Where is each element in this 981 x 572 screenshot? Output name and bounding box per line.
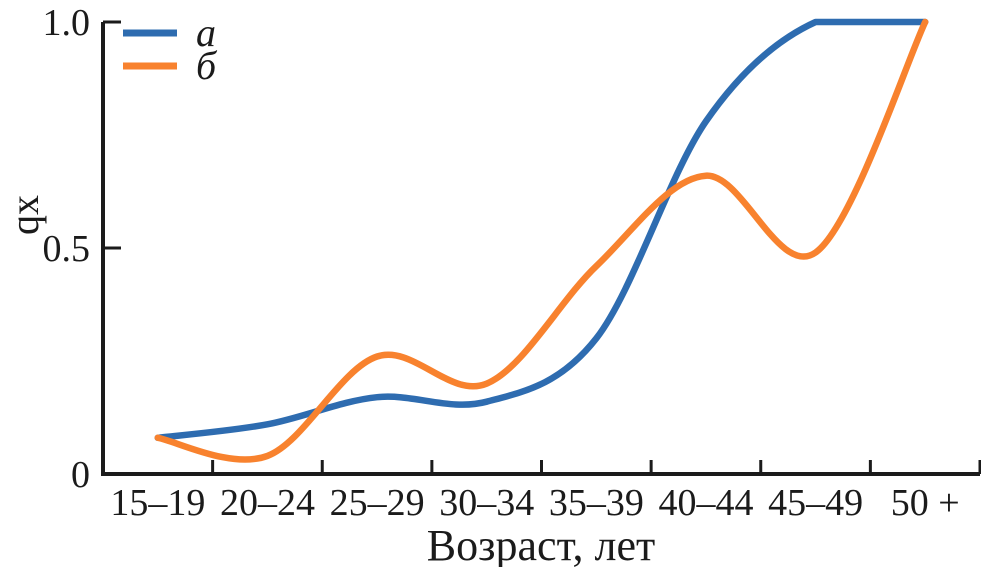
x-axis-title: Возраст, лет [427,521,655,567]
y-tick-label: 1.0 [43,2,91,44]
x-tick-label: 35–39 [549,482,644,524]
axis-spines [101,22,980,476]
y-axis-title: qx [2,195,47,235]
x-tick-label: 45–49 [768,482,863,524]
y-tick-label: 0 [71,454,90,496]
y-tick-labels: 0 0.5 1.0 [43,2,91,496]
x-tick-label: 15–19 [110,482,205,524]
series-line-б [154,18,929,463]
x-tick-marks [211,460,981,474]
legend-label-series-b: б [196,43,218,88]
x-tick-label: 20–24 [220,482,315,524]
x-tick-label: 50 + [891,482,960,524]
x-tick-labels: 15–19 20–24 25–29 30–34 35–39 40–44 45–49 50 + [110,482,959,524]
legend: a б [123,10,218,88]
x-tick-label: 40–44 [658,482,753,524]
x-tick-label: 30–34 [439,482,534,524]
series-lines [154,18,929,463]
y-tick-marks [103,20,121,250]
legend-label-series-a: a [196,10,216,55]
y-tick-label: 0.5 [43,228,91,270]
series-line-a [154,18,929,442]
x-tick-label: 25–29 [330,482,425,524]
